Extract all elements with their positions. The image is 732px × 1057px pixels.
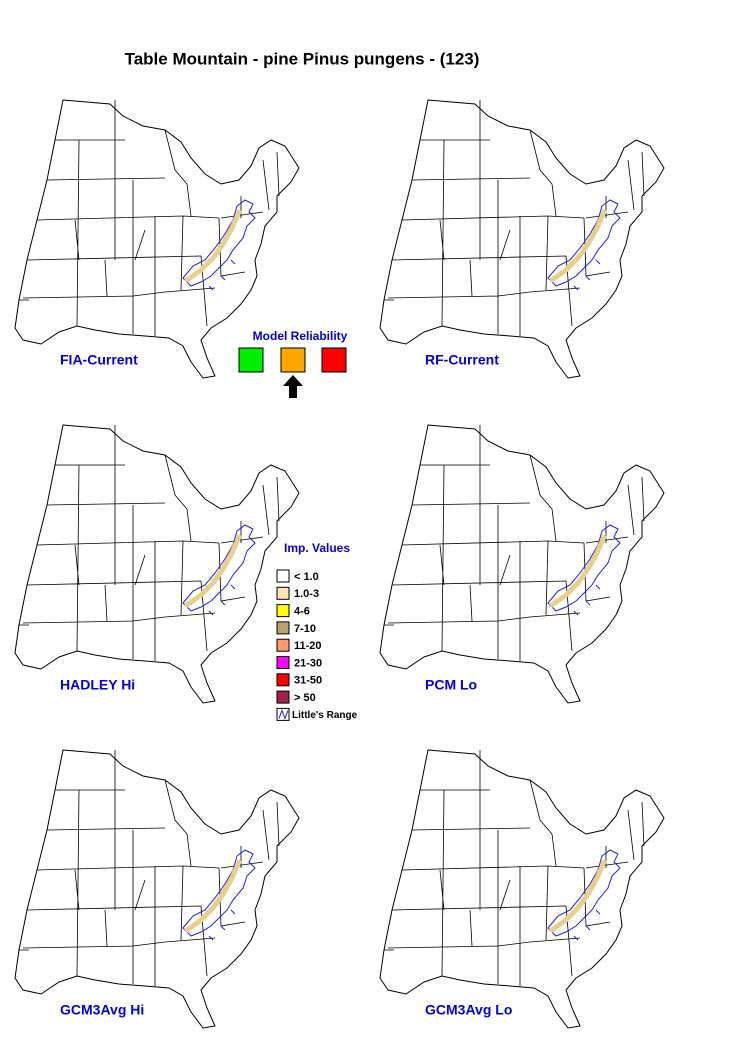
reliability-title: Model Reliability [253,329,348,343]
legend-swatch [276,673,290,687]
legend-label: 21-30 [294,657,322,669]
map-panel: HADLEY Hi [14,424,300,704]
range-outline [547,524,621,616]
state-outlines [379,749,665,1029]
state-outlines [14,749,300,1029]
range-outline [547,199,621,291]
reliability-green [238,347,264,373]
legend: < 1.0 1.0-3 4-6 7-10 11-20 21-30 31-50 > 50 Litt… [276,569,358,721]
legend-swatch [276,569,290,583]
importance-band [549,209,607,283]
legend-label: 31-50 [294,675,322,687]
range-outline [547,849,621,941]
map-label: PCM Lo [425,677,477,693]
map-label: RF-Current [425,352,499,368]
legend-label: < 1.0 [294,571,319,583]
map-panel: RF-Current [379,99,665,379]
reliability-red [321,347,347,373]
range-label: Little's Range [292,710,358,721]
legend-swatch [276,690,290,704]
range-outline [182,199,256,291]
map-label: GCM3Avg Hi [60,1002,144,1018]
importance-band [184,859,242,933]
map-panel: GCM3Avg Lo [379,749,665,1029]
legend-swatch [276,621,290,635]
map-panel: FIA-Current [14,99,300,379]
map-label: GCM3Avg Lo [425,1002,512,1018]
importance-band [549,859,607,933]
reliability-orange [280,347,306,373]
map-label: HADLEY Hi [60,677,135,693]
legend-label: > 50 [294,692,316,704]
range-outline [182,849,256,941]
legend-swatch [276,604,290,618]
imp-values-title: Imp. Values [284,541,350,555]
legend-swatch [276,638,290,652]
legend-swatch [276,656,290,669]
legend-label: 7-10 [294,623,316,635]
legend-label: 1.0-3 [294,588,319,600]
state-outlines [379,424,665,704]
map-panel: PCM Lo [379,424,665,704]
range-icon [278,708,289,720]
range-outline [182,524,256,616]
legend-swatch [276,586,290,600]
map-label: FIA-Current [60,352,138,368]
map-panel: GCM3Avg Hi [14,749,300,1029]
legend-label: 11-20 [294,640,322,652]
figure-title: Table Mountain - pine Pinus pungens - (1… [125,49,480,68]
state-outlines [379,99,665,379]
legend-label: 4-6 [294,606,310,618]
importance-band [184,534,242,608]
reliability-arrow [283,375,303,398]
importance-band [184,209,242,283]
importance-band [549,534,607,608]
state-outlines [14,424,300,704]
